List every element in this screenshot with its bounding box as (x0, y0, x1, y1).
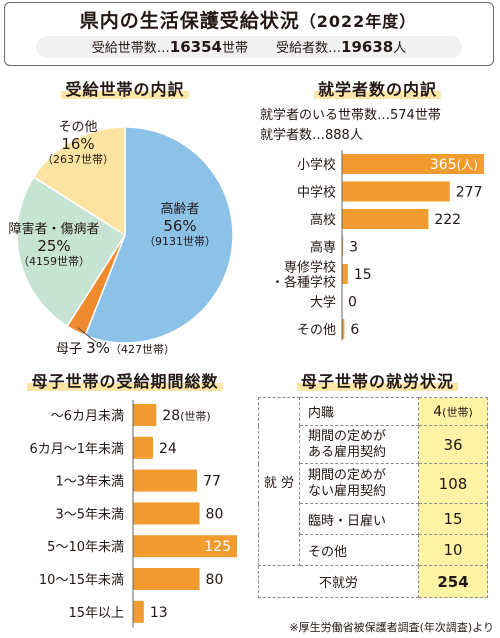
bar (133, 600, 144, 623)
data-label: 77 (203, 474, 221, 490)
data-label: 80 (206, 506, 224, 522)
pie-chart-title: 受給世帯の内訳 (61, 80, 189, 99)
pie-slice-障害者・傷病者 (16, 176, 127, 328)
category-label: ・各種学校 (271, 275, 336, 291)
school-intro-households: 就学者のいる世帯数…574世帯 (260, 108, 441, 123)
data-label: 277 (456, 185, 483, 201)
category-label: 5～10年未満 (47, 540, 124, 555)
bar (133, 502, 200, 525)
households-label: 受給世帯数… (91, 41, 170, 56)
bar (133, 469, 198, 492)
pie-slice-高齢者 (84, 126, 234, 344)
category-label: 専修学校 (284, 260, 336, 276)
data-label: 365(人) (430, 157, 478, 173)
unit-label: (世帯) (180, 410, 211, 423)
page-title: 県内の生活保護受給状況（2022年度） (0, 6, 496, 33)
table-row: 期間の定めが ある雇用契約 36 (259, 425, 488, 464)
duration-bar-chart: ～6カ月未満 28(世帯) 6カ月～1年未満 24 1～3年未満 77 3～5年未満 80 5～… (29, 400, 237, 628)
pie-leader-line (77, 327, 97, 343)
row-label: 期間の定めが ない雇用契約 (299, 463, 419, 504)
category-label: ～6カ月未満 (51, 409, 124, 424)
category-label: 3～5年未満 (55, 507, 124, 522)
category-label: 10～15年未満 (39, 573, 124, 588)
data-label: 28(世帯) (162, 408, 210, 424)
school-chart-title: 就学者数の内訳 (313, 80, 441, 99)
bar (342, 264, 348, 284)
category-label: 15年以上 (68, 606, 124, 621)
row-value: 108 (418, 463, 488, 504)
row-value: 4(世帯) (418, 397, 488, 426)
employment-table-title: 母子世帯の就労状況 (296, 372, 458, 391)
bar (342, 319, 345, 339)
title-text: 県内の生活保護受給状況 (79, 10, 300, 32)
pie-slice-その他 (32, 126, 126, 237)
households-value: 16354 (169, 38, 222, 56)
pie-label-mother: 母子 3%（427世帯） (56, 339, 175, 357)
table-row: その他 10 (259, 534, 488, 566)
summary-bar: 受給世帯数…16354世帯 受給者数…19638人 (36, 36, 462, 58)
table-row: 不就労 254 (258, 565, 488, 598)
pie-label-other: その他 16% （2637世帯） (42, 120, 114, 166)
recipients-value: 19638 (341, 38, 394, 56)
data-label: 0 (348, 295, 357, 311)
school-intro-students: 就学者数…888人 (260, 128, 363, 143)
non-employed-label: 不就労 (258, 565, 419, 598)
bar (342, 209, 429, 229)
recipients-unit: 人 (393, 41, 407, 56)
data-label: 3 (349, 240, 358, 256)
unit-label: (人) (457, 158, 478, 172)
duration-chart-title: 母子世帯の受給期間総数 (27, 372, 223, 391)
title-year: （2022年度） (299, 12, 417, 31)
row-value: 36 (418, 425, 488, 464)
category-label: 6カ月～1年未満 (29, 442, 124, 457)
category-label: 1～3年未満 (55, 475, 124, 490)
data-label: 24 (159, 441, 177, 457)
source-note: ※厚生労働省被保護者調査(年次調査)より (289, 621, 494, 634)
row-label: 臨時・日雇い (299, 503, 419, 535)
row-value: 15 (418, 503, 488, 535)
bar (342, 154, 484, 174)
table-row: 期間の定めが ない雇用契約 108 (259, 463, 488, 504)
bar (133, 568, 200, 590)
row-label: 期間の定めが ある雇用契約 (299, 425, 419, 464)
category-label: 高専 (310, 240, 336, 256)
employment-group-label: 就 労 (258, 397, 300, 566)
category-label: 小学校 (297, 157, 336, 173)
row-label: 内職 (299, 397, 419, 426)
bar (133, 436, 153, 459)
category-label: 大学 (310, 295, 336, 311)
data-label: 80 (206, 572, 224, 588)
data-label: 125 (204, 539, 231, 555)
data-label: 6 (350, 322, 359, 338)
pie-label-disabled: 障害者・傷病者 25% （4159世帯） (8, 222, 100, 268)
pie-label-elderly: 高齢者 56% （9131世帯） (144, 202, 216, 248)
row-value: 10 (418, 534, 488, 566)
data-label: 13 (150, 605, 168, 621)
category-label: 中学校 (297, 185, 336, 201)
households-unit: 世帯 (221, 41, 248, 56)
category-label: 高校 (310, 212, 336, 228)
bar (133, 535, 237, 558)
data-label: 222 (434, 212, 461, 228)
category-label: その他 (297, 323, 336, 338)
pie-chart (16, 126, 234, 344)
bar (133, 404, 157, 426)
school-bar-chart: 小学校 365(人) 中学校 277 高校 222 高専 3 専修学校・各種学校 15 大学 0 その他… (271, 150, 484, 341)
data-label: 15 (354, 267, 372, 283)
table-row: 就 労 内職 4(世帯) (258, 397, 488, 566)
employment-table: 就 労 内職 4(世帯) 期間の定めが ある雇用契約 36 期間の定めが ない雇用契… (258, 397, 488, 598)
recipients-label: 受給者数… (276, 41, 342, 56)
row-label: その他 (299, 534, 419, 566)
bar (342, 236, 344, 257)
school-intro: 就学者のいる世帯数…574世帯 就学者数…888人 (260, 106, 441, 146)
table-row: 臨時・日雇い 15 (259, 503, 488, 535)
non-employed-value: 254 (418, 565, 488, 598)
bar (342, 181, 450, 202)
